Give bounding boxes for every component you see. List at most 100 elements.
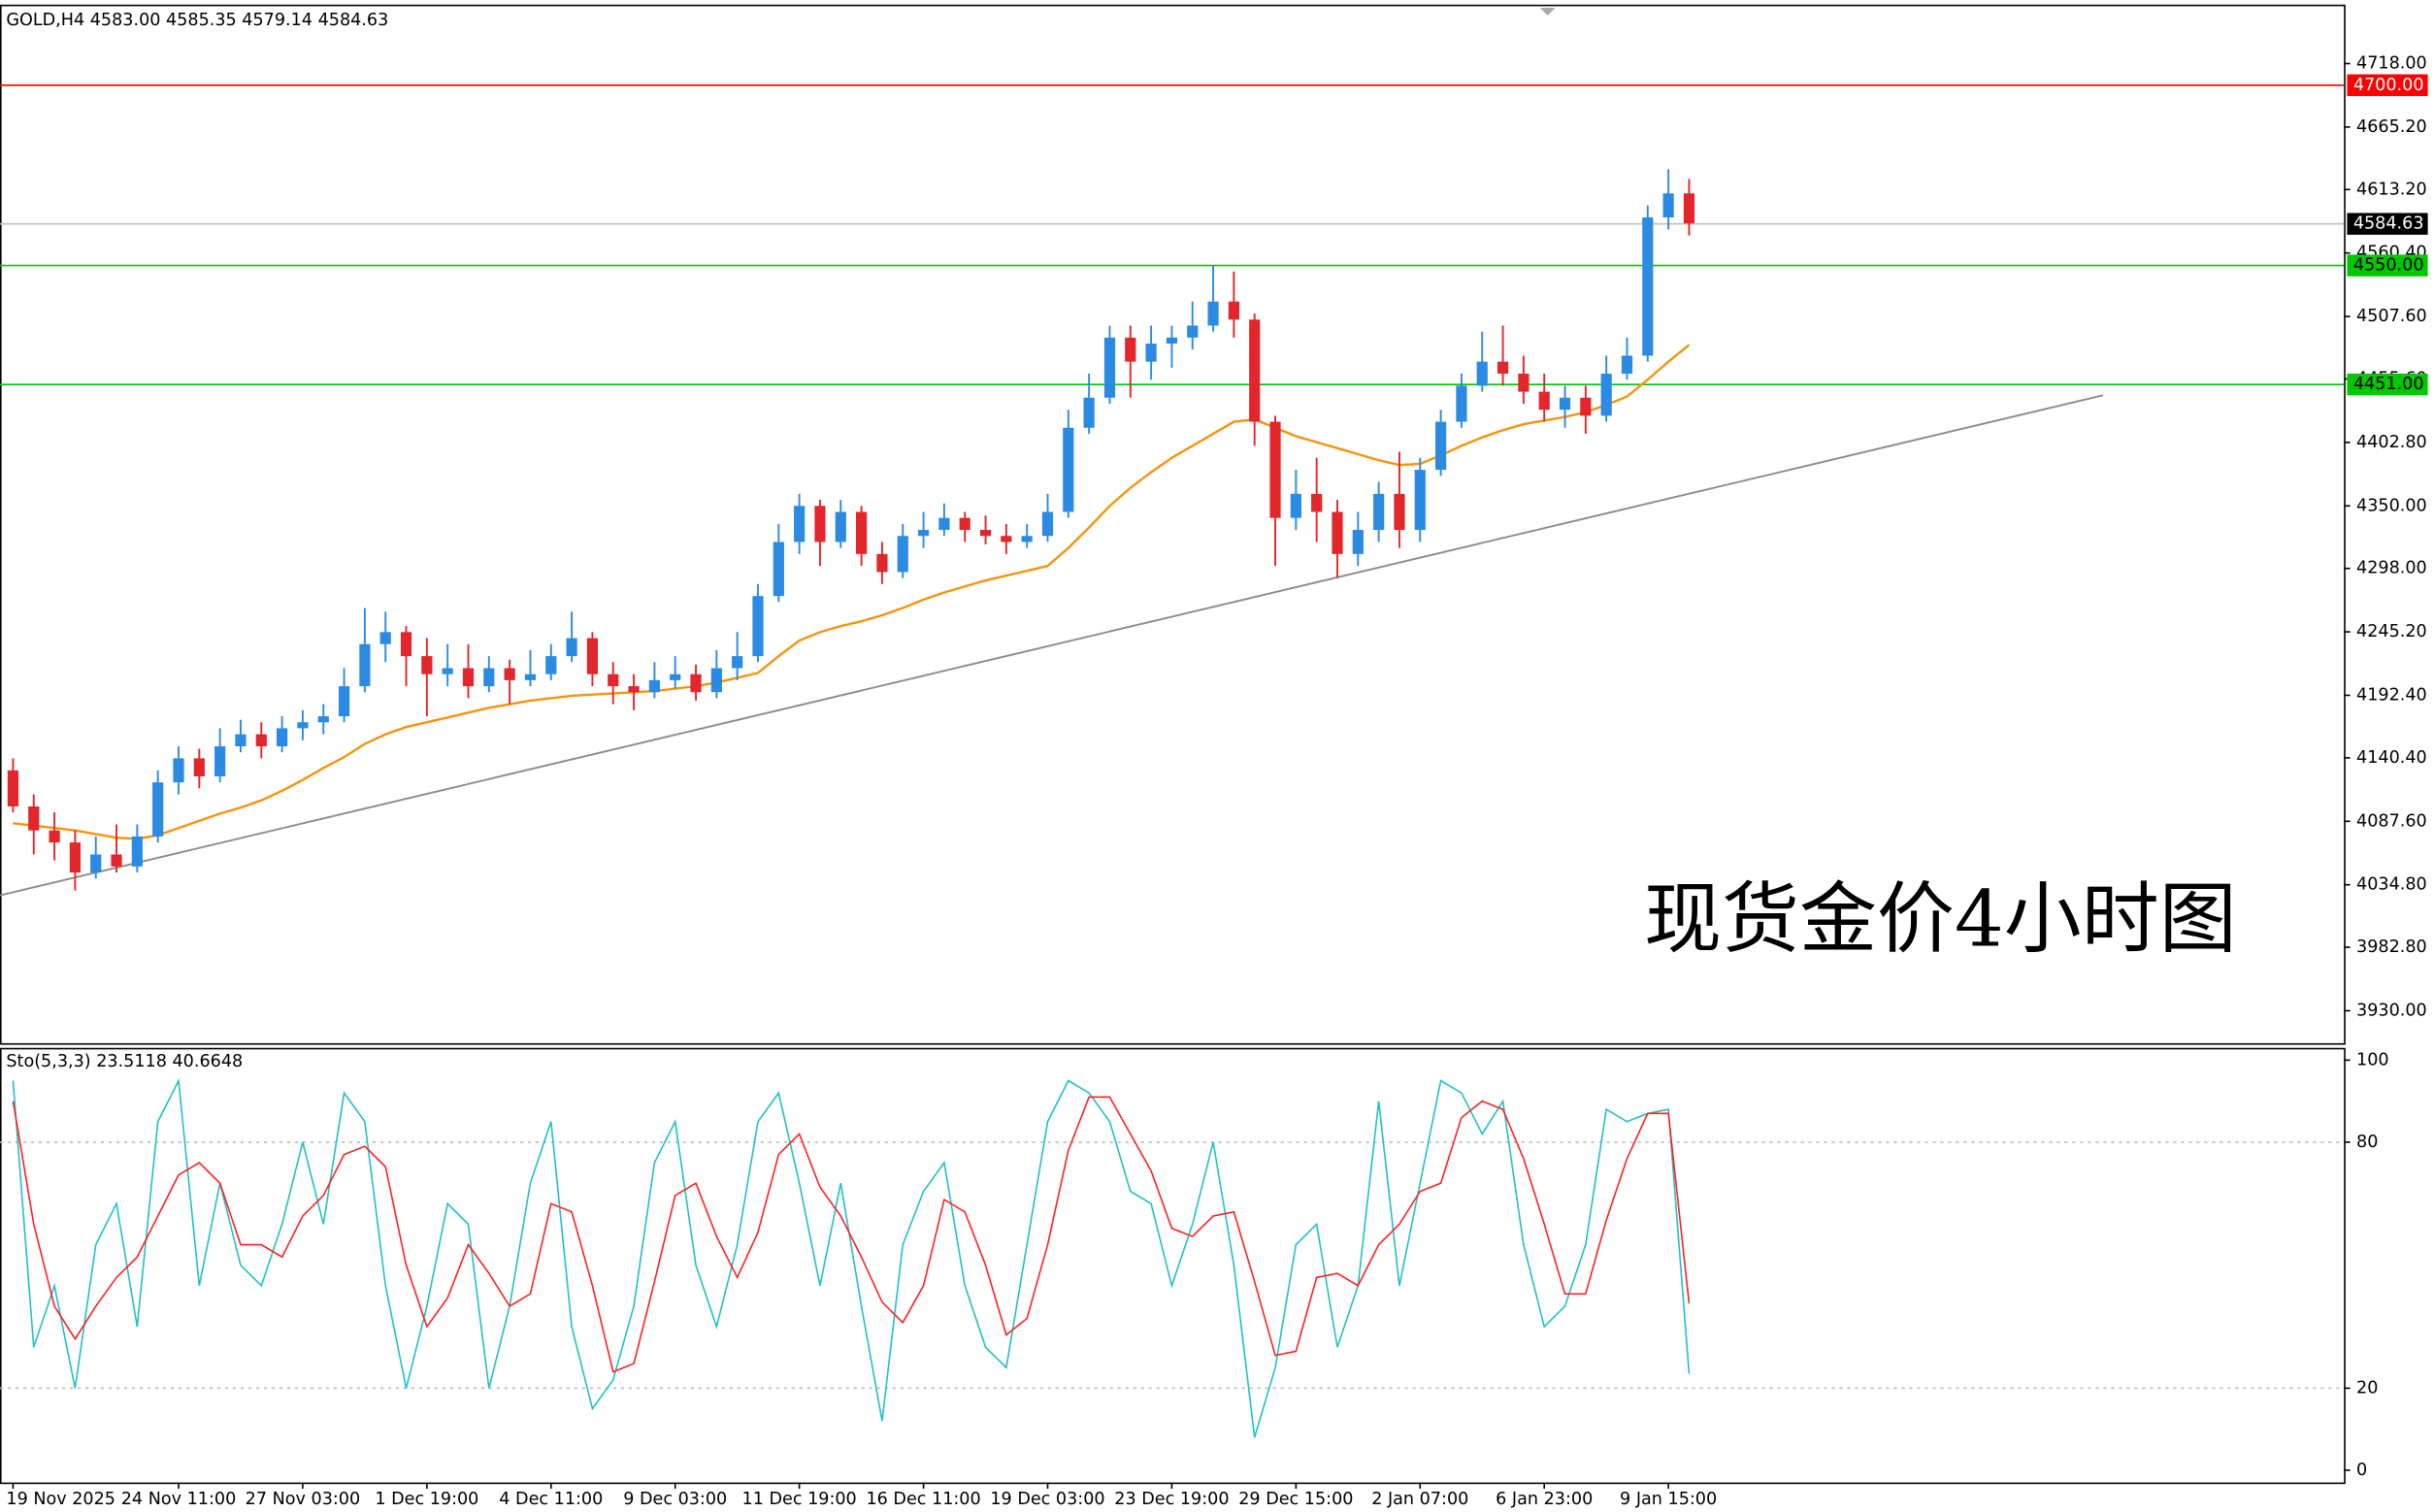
x-tick-label: 2 Jan 07:00 xyxy=(1371,1490,1468,1509)
y-tick-label: 4402.80 xyxy=(2356,433,2427,452)
oscillator-line xyxy=(12,1077,1691,1438)
candle-body xyxy=(876,553,888,573)
candle-body xyxy=(938,517,950,531)
candle-body xyxy=(1559,397,1571,411)
candle-body xyxy=(690,674,702,693)
candle-body xyxy=(1352,530,1364,554)
y-tick-label: 4350.00 xyxy=(2356,496,2427,515)
y-tick-label: 3930.00 xyxy=(2356,1001,2427,1020)
oscillator-panel xyxy=(0,1047,2346,1485)
candle-body xyxy=(1145,344,1157,362)
y-tick-label: 4298.00 xyxy=(2356,559,2427,578)
y-tick-label: 4665.20 xyxy=(2356,117,2427,137)
candle-body xyxy=(814,506,826,542)
x-tick-label: 29 Dec 15:00 xyxy=(1238,1490,1353,1509)
candle-body xyxy=(7,770,19,806)
candle-body xyxy=(359,643,371,687)
level-label-box xyxy=(2347,373,2428,396)
level-label: 4700.00 xyxy=(2353,76,2424,95)
y-tick-label: 0 xyxy=(2356,1461,2367,1480)
candle-body xyxy=(214,745,226,776)
shift-marker xyxy=(1539,7,1556,16)
oscillator-line xyxy=(12,1096,1691,1373)
candle-body xyxy=(670,674,681,680)
y-tick-label: 4140.40 xyxy=(2356,748,2427,768)
candle-body xyxy=(1041,511,1054,537)
candle-body xyxy=(235,734,247,746)
candle-body xyxy=(1642,217,1654,356)
candle-body xyxy=(1394,493,1405,531)
candle-body xyxy=(897,536,908,573)
x-tick-label: 1 Dec 19:00 xyxy=(375,1490,478,1509)
x-tick-label: 6 Jan 23:00 xyxy=(1496,1490,1593,1509)
candle-body xyxy=(1207,301,1219,326)
candle-body xyxy=(442,668,453,674)
candle-body xyxy=(69,842,81,873)
candle-body xyxy=(794,506,806,542)
candle-body xyxy=(1290,493,1301,518)
level-label-box xyxy=(2347,254,2428,277)
moving-average xyxy=(13,344,1691,840)
candle-body xyxy=(648,679,660,693)
candle-body xyxy=(400,632,412,657)
candle-body xyxy=(1580,397,1592,416)
candle-body xyxy=(173,758,184,783)
candle-body xyxy=(297,722,309,729)
y-tick-label: 4034.80 xyxy=(2356,875,2427,895)
candle-body xyxy=(835,511,846,542)
candle-body xyxy=(1311,493,1323,512)
y-tick-label: 100 xyxy=(2356,1050,2389,1069)
candle-body xyxy=(1662,193,1674,218)
candle-body xyxy=(1621,355,1633,375)
candle-body xyxy=(1228,301,1239,320)
x-tick-label: 11 Dec 19:00 xyxy=(742,1490,857,1509)
y-tick-label: 3982.80 xyxy=(2356,937,2427,957)
candle-body xyxy=(1518,374,1529,392)
candle-body xyxy=(773,542,784,597)
candle-body xyxy=(1476,361,1488,386)
trendline xyxy=(0,394,2104,897)
candle-body xyxy=(1166,337,1178,345)
candle-body xyxy=(1373,493,1385,531)
candle-body xyxy=(566,638,577,657)
candle-body xyxy=(277,728,288,746)
candle-body xyxy=(379,632,391,644)
level-label: 4550.00 xyxy=(2353,256,2424,276)
level-label: 4584.63 xyxy=(2353,214,2424,234)
x-tick-label: 27 Nov 03:00 xyxy=(246,1490,361,1509)
candle-body xyxy=(1187,325,1199,338)
y-tick-label: 4507.60 xyxy=(2356,307,2427,326)
candle-body xyxy=(752,596,764,657)
candle-body xyxy=(1001,536,1012,542)
candle-body xyxy=(1600,374,1612,416)
candle-body xyxy=(193,758,205,776)
candle-body xyxy=(628,686,640,693)
candle-body xyxy=(1083,397,1095,428)
candle-body xyxy=(856,511,868,554)
chart-title: GOLD,H4 4583.00 4585.35 4579.14 4584.63 xyxy=(6,11,388,30)
candle-body xyxy=(49,830,60,843)
candle-body xyxy=(421,656,433,674)
candle-body xyxy=(504,668,515,680)
x-tick-label: 23 Dec 19:00 xyxy=(1114,1490,1229,1509)
candle-body xyxy=(1021,536,1033,542)
y-tick-label: 4718.00 xyxy=(2356,53,2427,73)
candle-body xyxy=(732,656,743,669)
level-label-box xyxy=(2347,74,2428,96)
candle-body xyxy=(1125,337,1136,362)
candle-body xyxy=(1683,193,1695,224)
x-tick-label: 24 Nov 11:00 xyxy=(121,1490,237,1509)
candle-body xyxy=(1103,337,1116,398)
candle-body xyxy=(462,668,475,687)
x-tick-label: 19 Dec 03:00 xyxy=(990,1490,1104,1509)
candle-body xyxy=(483,668,495,687)
candle-body xyxy=(152,782,164,837)
candle-body xyxy=(524,674,537,680)
candle-body xyxy=(710,668,722,693)
x-tick-label: 9 Jan 15:00 xyxy=(1620,1490,1717,1509)
candle-body xyxy=(131,836,143,867)
candle-body xyxy=(1269,421,1281,518)
candle-body xyxy=(959,517,970,531)
candle-body xyxy=(317,716,329,723)
